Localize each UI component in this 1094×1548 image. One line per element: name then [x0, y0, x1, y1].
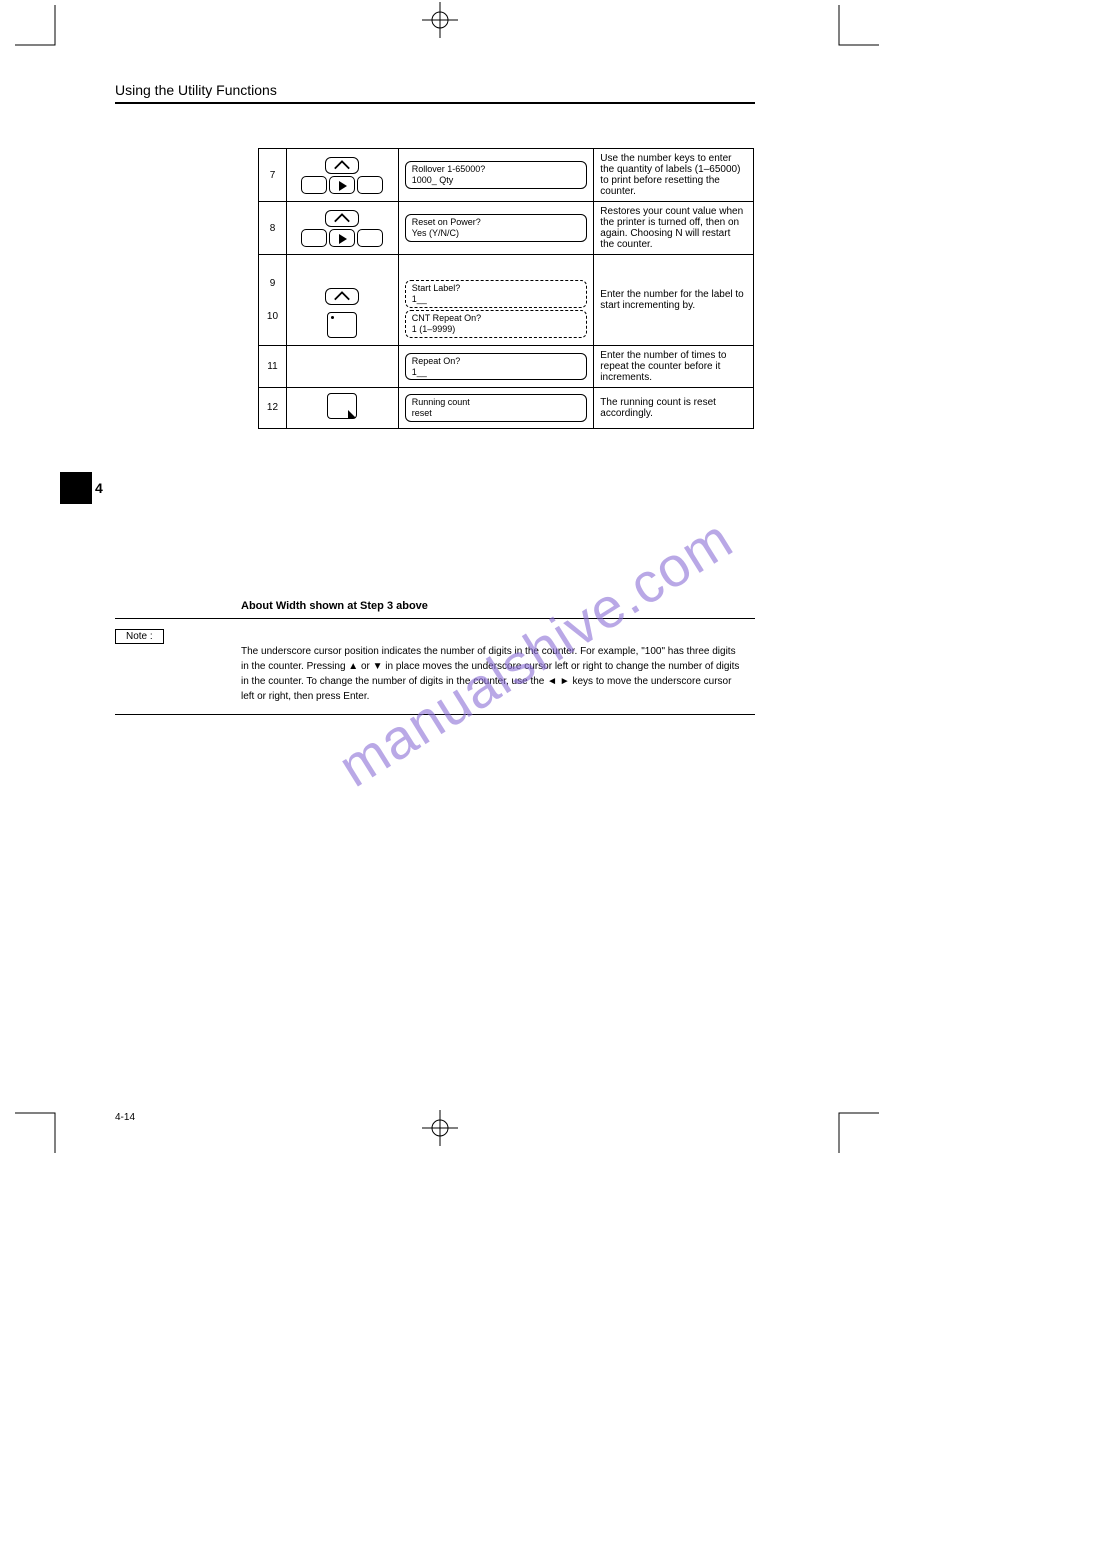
- blank-key-icon: [301, 176, 327, 194]
- blank-key-icon: [357, 229, 383, 247]
- page-number: 4-14: [115, 1112, 135, 1123]
- display-readout: Start Label? 1__: [405, 280, 588, 308]
- display-readout: Rollover 1-65000? 1000_ Qty: [405, 161, 588, 189]
- note-heading: About Width shown at Step 3 above: [241, 600, 755, 612]
- desc-cell: The running count is reset accordingly.: [594, 388, 754, 429]
- key-cell: [286, 388, 398, 429]
- display-readout: CNT Repeat On? 1 (1–9999): [405, 310, 588, 338]
- desc-cell: Restores your count value when the print…: [594, 202, 754, 255]
- key-cell: [286, 255, 398, 346]
- step-cell: 12: [259, 388, 287, 429]
- step-cell: 8: [259, 202, 287, 255]
- heading-rule: [115, 102, 755, 104]
- table-row: 7 Rollover 1-65000? 1000_ Qty Use the nu…: [259, 149, 754, 202]
- table-row: 12 Running count reset The running count…: [259, 388, 754, 429]
- table-row: 11 Repeat On? 1__ Enter the number of ti…: [259, 346, 754, 388]
- desc-cell: Enter the number of times to repeat the …: [594, 346, 754, 388]
- note-text: The underscore cursor position indicates…: [241, 644, 741, 704]
- up-arrow-icon: [325, 288, 359, 305]
- play-key-icon: [329, 176, 355, 194]
- section-heading: Using the Utility Functions: [115, 82, 277, 98]
- table-row: 9 10 Start Label? 1__ CNT Repeat On? 1 (…: [259, 255, 754, 346]
- display-readout: Repeat On? 1__: [405, 353, 588, 381]
- table-row: 8 Reset on Power? Yes (Y/N/C) Restores y…: [259, 202, 754, 255]
- step-cell: 7: [259, 149, 287, 202]
- desc-cell: Enter the number for the label to start …: [594, 255, 754, 346]
- blank-key-icon: [301, 229, 327, 247]
- chapter-tab: [60, 472, 92, 504]
- step-cell: 9 10: [259, 255, 287, 346]
- play-key-icon: [329, 229, 355, 247]
- chapter-number: 4: [95, 480, 103, 496]
- note-block: About Width shown at Step 3 above Note :…: [115, 600, 755, 721]
- desc-cell: Use the number keys to enter the quantit…: [594, 149, 754, 202]
- display-readout: Running count reset: [405, 394, 588, 422]
- blank-key-icon: [357, 176, 383, 194]
- key-cell: [286, 149, 398, 202]
- up-arrow-icon: [325, 157, 359, 174]
- enter-key-icon: [327, 393, 357, 419]
- step-cell: 11: [259, 346, 287, 388]
- numeric-key-icon: [327, 312, 357, 338]
- procedure-table: 7 Rollover 1-65000? 1000_ Qty Use the nu…: [258, 148, 754, 429]
- note-label: Note :: [115, 629, 164, 644]
- up-arrow-icon: [325, 210, 359, 227]
- display-readout: Reset on Power? Yes (Y/N/C): [405, 214, 588, 242]
- key-cell: [286, 346, 398, 388]
- key-cell: [286, 202, 398, 255]
